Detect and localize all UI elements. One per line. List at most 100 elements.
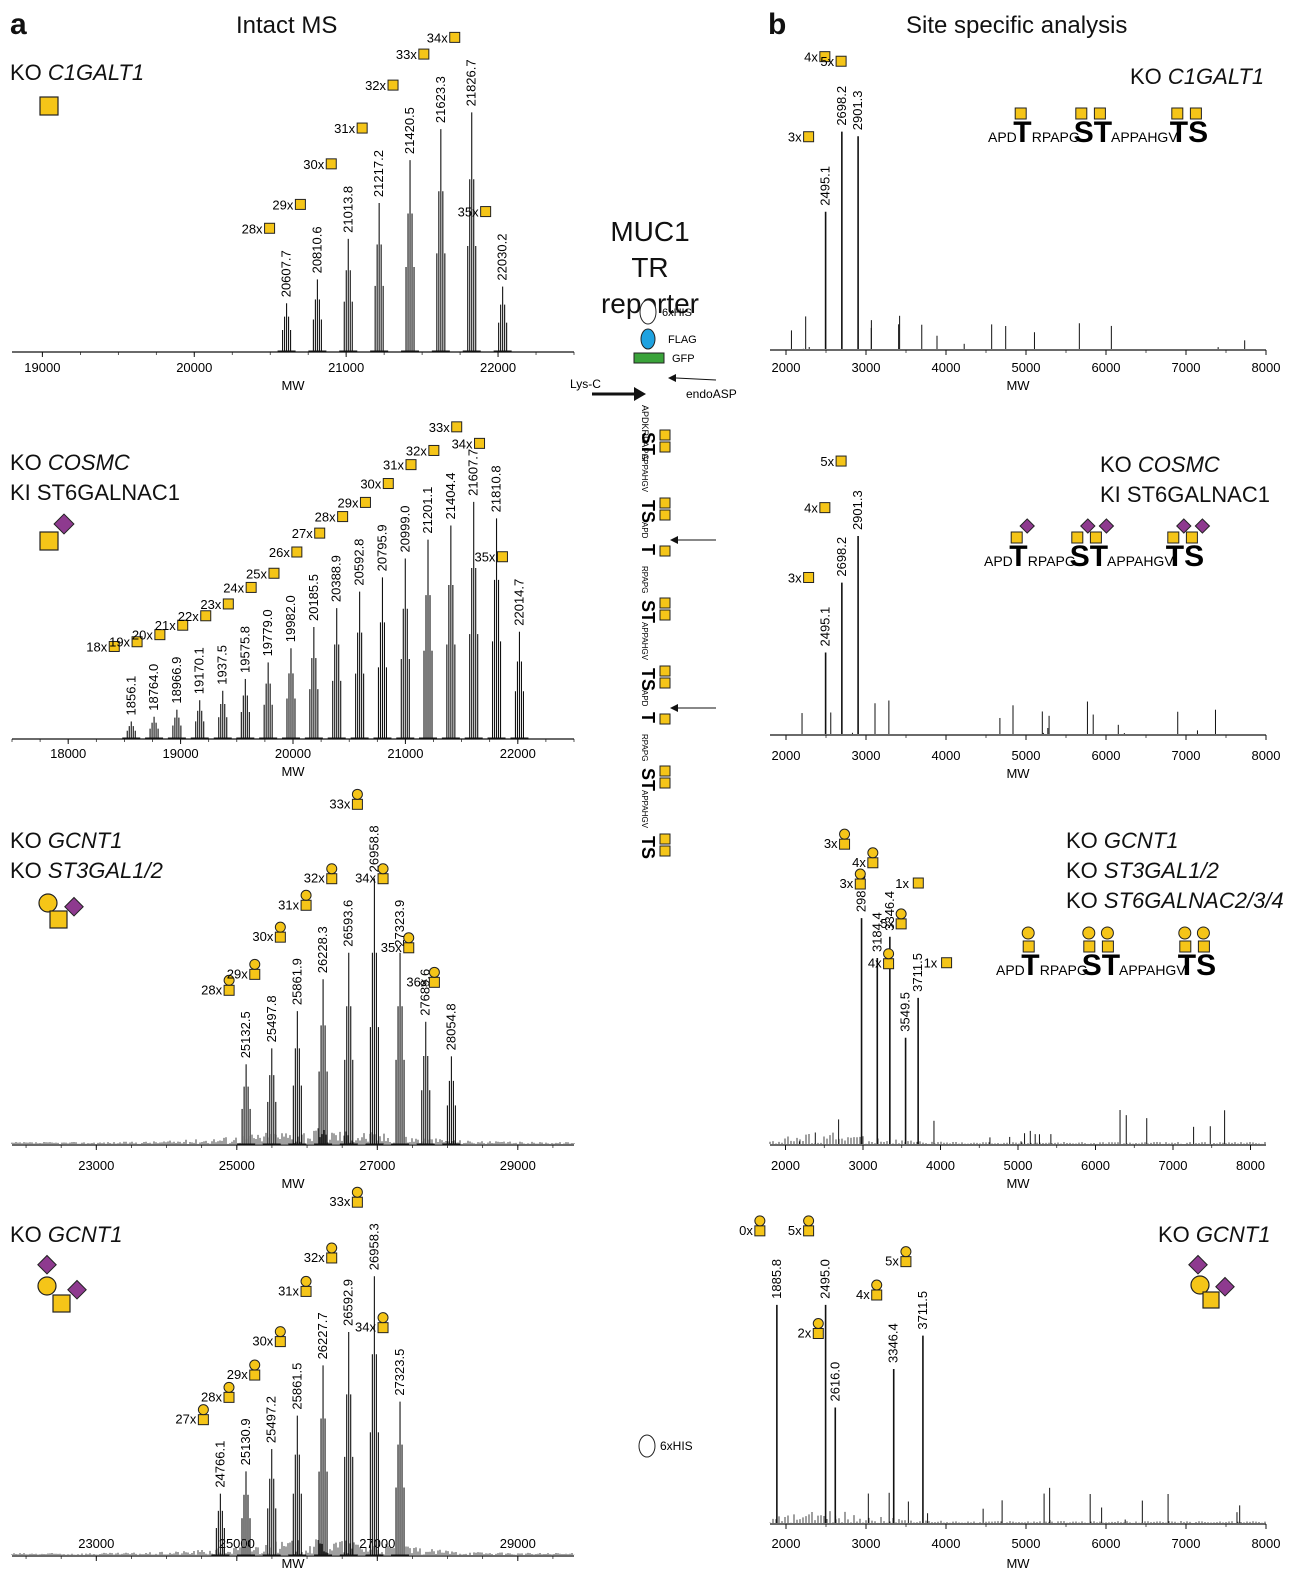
chart-b2: 2000 3000 4000 5000 6000 7000 8000 MW 2495.1 2698…: [770, 490, 1280, 781]
glycan-count-label: 33x: [329, 796, 350, 811]
legend-glycan-st-t-icon: [38, 893, 84, 929]
glycan-count-icon: [294, 198, 306, 210]
glycan-count-icon: [222, 598, 234, 610]
glycan-count-label: 33x: [429, 420, 450, 435]
chart-a2: 18000 19000 20000 21000 22000 MW 1856.1 18764.0…: [11, 449, 575, 779]
chart-a3: 23000 25000 27000 29000 MW 25132.5 25497.8 2586…: [11, 825, 575, 1191]
glycan-count-icon: [314, 527, 326, 539]
peak-mass-label: 19982.0: [283, 595, 298, 642]
glycan-count-icon: [449, 31, 461, 43]
x-axis-label: MW: [1006, 1556, 1030, 1571]
glycan-count-label: 28x: [242, 221, 263, 236]
x-tick-label: 2000: [771, 1158, 800, 1173]
peptide-segment: TS: [1166, 540, 1204, 573]
glycan-count-label: 32x: [304, 871, 325, 886]
reporter-motif: T: [638, 544, 658, 555]
peptide-segment: RPAPG: [1032, 129, 1080, 145]
glycan-count-label: 32x: [304, 1250, 325, 1265]
glycan-count-icon: [131, 636, 143, 648]
glycan-count-icon: [351, 788, 363, 810]
peptide-segment: TS: [1178, 949, 1216, 982]
glycan-count-icon: [819, 51, 831, 63]
peak-mass-label: 25497.8: [264, 995, 279, 1042]
x-axis-label: MW: [1006, 378, 1030, 393]
strain-label-c1galt1: KO C1GALT1: [10, 60, 145, 85]
legend-glycan-tn-icon: [39, 96, 59, 116]
x-tick-label: 6000: [1081, 1158, 1110, 1173]
reporter-motif: TS: [638, 668, 658, 691]
glycan-count-icon: [871, 1279, 883, 1301]
glycan-count-icon: [867, 847, 879, 869]
glycan-count-label: 35x: [458, 205, 479, 220]
x-tick-label: 21000: [387, 746, 423, 761]
legend-glycan-stn-icon: [39, 513, 75, 551]
reporter-motif: APPAHGV: [640, 790, 649, 829]
reporter-motif: ST: [638, 432, 658, 455]
glycan-count-label: 36x: [406, 974, 427, 989]
glycan-count-label: 28x: [201, 982, 222, 997]
glycan-count-label: 30x: [252, 1334, 273, 1349]
peptide-segment: APD: [996, 962, 1025, 978]
glycan-count-icon: [835, 455, 847, 467]
glycan-count-label: 3x: [824, 836, 838, 851]
noise-trace: [769, 1132, 1266, 1144]
peak-mass-label: 3346.4: [882, 891, 897, 931]
peak-mass-label: 26592.9: [341, 1279, 356, 1326]
panel-letter-b: b: [768, 8, 787, 41]
glycan-count-icon: [803, 131, 815, 143]
flag-tag: FLAG: [668, 334, 697, 346]
legend-glycan-disialyl-t-icon: [37, 1254, 87, 1313]
reporter-motif: APD: [640, 522, 649, 539]
x-axis-label: MW: [1006, 1176, 1030, 1191]
reporter-motif: T: [638, 712, 658, 723]
peptide-segment: T: [1009, 540, 1027, 573]
glycan-count-icon: [249, 1359, 261, 1381]
peak-mass-label: 25861.5: [289, 1363, 304, 1410]
peak-mass-label: 20388.9: [329, 555, 344, 602]
glycan-count-label: 31x: [278, 1283, 299, 1298]
panel-title-b: Site specific analysis: [906, 12, 1128, 39]
glycan-count-icon: [223, 1381, 235, 1403]
peak-mass-label: 21826.7: [464, 59, 479, 106]
x-tick-label: 7000: [1172, 748, 1201, 763]
glycan-count-label: 3x: [788, 130, 802, 145]
endoasp-arrowhead: [670, 536, 678, 544]
peak-mass-label: 3549.5: [898, 992, 913, 1032]
peak-mass-label: 21217.2: [371, 150, 386, 197]
glycan-count-icon: [223, 974, 235, 996]
x-tick-label: 2000: [772, 360, 801, 375]
right-strain-label-gcnt1: KO GCNT1: [1158, 1222, 1271, 1247]
glycan-count-label: 5x: [820, 54, 834, 69]
chart-b4: 2000 3000 4000 5000 6000 7000 8000 MW 1885.8 2495…: [769, 1259, 1281, 1571]
x-axis-label: MW: [281, 378, 305, 393]
reporter-motif: TS: [638, 500, 658, 523]
x-tick-label: 3000: [852, 748, 881, 763]
glycan-count-label: 30x: [360, 477, 381, 492]
glycan-count-label: 2x: [798, 1326, 812, 1341]
peptide-segment: APD: [984, 553, 1013, 569]
glycan-count-icon: [377, 1312, 389, 1334]
peak-mass-label: 21607.7: [466, 449, 481, 496]
lysc-label: Lys-C: [570, 377, 601, 391]
right-legend-glycan-icon: [1188, 1254, 1235, 1309]
peak-mass-label: 18764.0: [146, 664, 161, 711]
glycan-count-icon: [326, 863, 338, 885]
peak-mass-label: 27323.9: [392, 900, 407, 947]
x-axis-label: MW: [281, 764, 305, 779]
x-tick-label: 5000: [1012, 748, 1041, 763]
glycan-count-label: 1x: [924, 956, 938, 971]
glycan-count-icon: [819, 502, 831, 514]
glycan-count-label: 5x: [880, 916, 894, 931]
peak-mass-label: 2495.1: [818, 166, 833, 206]
peak-mass-label: 20999.0: [397, 506, 412, 553]
peak-mass-label: 3346.4: [886, 1323, 901, 1363]
glycan-count-icon: [803, 571, 815, 583]
peak-mass-label: 20795.9: [374, 524, 389, 571]
glycan-count-label: 28x: [315, 510, 336, 525]
x-axis-label: MW: [1006, 766, 1030, 781]
reporter-sequence: APDKRPAPGSTAPPAHGVTSAPDTRPAPGSTAPPAHGVTS…: [638, 405, 716, 859]
reporter-motif: ST: [638, 768, 658, 791]
glycan-count-label: 29x: [337, 495, 358, 510]
glycan-count-icon: [274, 1326, 286, 1348]
